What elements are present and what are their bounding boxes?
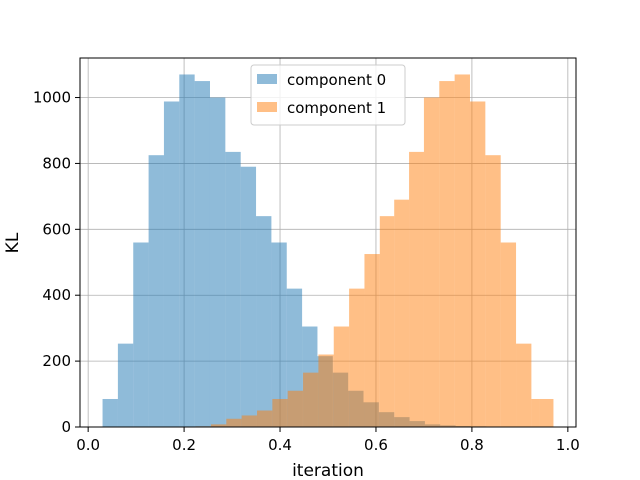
legend-swatch-component-1 <box>257 102 277 112</box>
legend-swatch-component-0 <box>257 74 277 84</box>
histogram-bar-component-1 <box>349 288 365 427</box>
histogram-bar-component-0 <box>163 101 180 427</box>
histogram-bar-component-1 <box>516 343 532 427</box>
histogram-bar-component-0 <box>133 242 149 427</box>
histogram-bar-component-1 <box>318 354 334 427</box>
x-axis-label: iteration <box>292 461 364 480</box>
histogram-bar-component-1 <box>439 81 455 427</box>
histogram-bar-component-0 <box>271 242 287 427</box>
histogram-bar-component-0 <box>240 166 257 428</box>
legend: component 0 component 1 <box>250 64 406 126</box>
histogram-bar-component-1 <box>210 424 227 427</box>
histogram-bar-component-1 <box>272 398 288 427</box>
y-tick-label: 600 <box>42 220 71 238</box>
histogram-bar-component-1 <box>303 372 319 427</box>
histogram-bar-component-1 <box>379 216 395 427</box>
histogram-bar-component-1 <box>241 415 258 427</box>
histogram-bar-component-1 <box>485 155 501 428</box>
y-tick-label: 800 <box>42 154 71 172</box>
histogram-bar-component-1 <box>226 418 242 427</box>
ticks: 0.0 0.2 0.4 0.6 0.8 1.0 0 200 400 600 800 1000 <box>33 89 580 454</box>
histogram-bar-component-0 <box>225 151 241 427</box>
histogram-bar-component-0 <box>256 216 272 427</box>
histogram-bar-component-0 <box>102 398 118 427</box>
y-axis-label: KL <box>3 232 23 253</box>
y-tick-label: 0 <box>61 418 71 436</box>
y-tick-label: 1000 <box>33 89 71 107</box>
plot-frame <box>79 57 577 428</box>
y-tick-label: 400 <box>42 286 71 304</box>
y-tick-label: 200 <box>42 352 71 370</box>
histogram-bar-component-1 <box>333 326 350 427</box>
x-tick-label: 0.8 <box>460 436 484 454</box>
x-tick-label: 0.6 <box>364 436 388 454</box>
histogram-bar-component-0 <box>179 74 195 428</box>
bars <box>102 74 554 428</box>
histogram-bar-component-1 <box>287 390 304 427</box>
legend-frame <box>250 64 406 126</box>
x-tick-label: 0.4 <box>268 436 292 454</box>
x-tick-label: 0.2 <box>172 436 196 454</box>
histogram-bar-component-0 <box>117 343 134 427</box>
histogram-bar-component-1 <box>500 242 517 427</box>
histogram-bar-component-0 <box>148 155 164 428</box>
histogram-bar-component-1 <box>454 74 470 428</box>
legend-label-component-0: component 0 <box>287 71 386 89</box>
histogram-bar-component-1 <box>539 398 554 427</box>
histogram-bar-component-1 <box>423 97 440 428</box>
histogram-bar-component-0 <box>209 97 226 428</box>
histogram-bar-component-1 <box>257 410 273 427</box>
histogram-bar-component-1 <box>409 151 424 427</box>
x-tick-label: 1.0 <box>556 436 580 454</box>
histogram-bar-component-0 <box>194 81 210 427</box>
x-tick-label: 0.0 <box>76 436 100 454</box>
histogram-bar-component-1 <box>531 398 540 427</box>
histogram-bar-component-1 <box>394 199 410 427</box>
histogram-bar-component-1 <box>469 101 486 427</box>
histogram-bar-component-1 <box>364 254 380 427</box>
axes <box>79 57 577 428</box>
legend-label-component-1: component 1 <box>287 99 386 117</box>
